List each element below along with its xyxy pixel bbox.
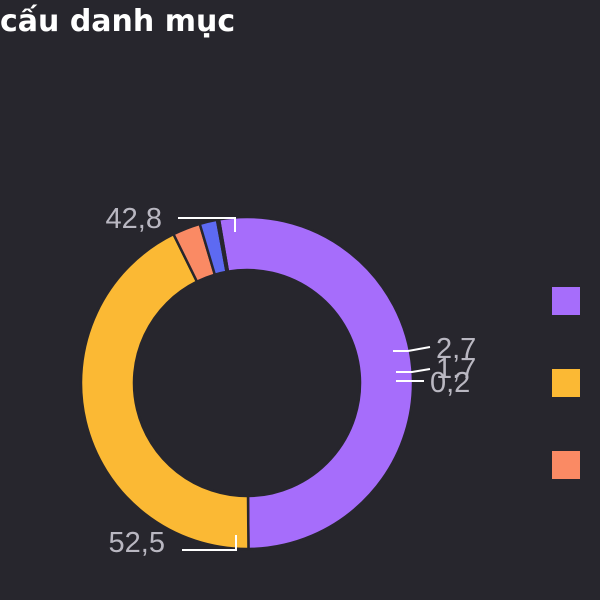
leader-line-4 bbox=[396, 368, 431, 373]
legend-swatch-2 bbox=[552, 369, 580, 397]
legend-swatch-1 bbox=[552, 287, 580, 315]
slice-label-1: 52,5 bbox=[109, 527, 165, 559]
slice-label-4: 1,7 bbox=[436, 353, 476, 385]
leader-lines bbox=[178, 217, 431, 551]
slice-label-3: 2,7 bbox=[436, 333, 476, 365]
leader-line-2 bbox=[178, 217, 236, 232]
slice-labels: 52,5 42,8 2,71,70,2 bbox=[106, 203, 477, 559]
donut-slice-1 bbox=[217, 215, 415, 551]
leader-line-3 bbox=[393, 346, 431, 352]
slice-label-5: 0,2 bbox=[430, 367, 470, 399]
donut-slice-2 bbox=[79, 232, 250, 551]
chart-title: cấu danh mục bbox=[0, 4, 236, 39]
donut-slice-5 bbox=[215, 217, 230, 274]
slice-label-2: 42,8 bbox=[106, 203, 162, 235]
leader-line-1 bbox=[182, 535, 237, 551]
legend-swatch-3 bbox=[552, 451, 580, 479]
donut-slices bbox=[79, 215, 415, 551]
